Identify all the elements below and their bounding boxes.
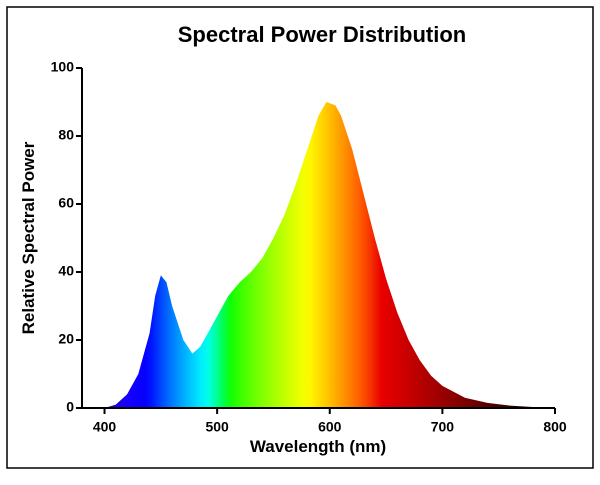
y-tick-label: 80 <box>58 127 74 143</box>
x-tick-label: 400 <box>93 419 117 435</box>
x-tick-label: 600 <box>318 419 342 435</box>
y-tick-label: 0 <box>66 399 74 415</box>
x-tick-label: 800 <box>543 419 567 435</box>
y-axis-label: Relative Spectral Power <box>19 141 38 334</box>
chart-title: Spectral Power Distribution <box>178 22 467 47</box>
x-tick-label: 500 <box>205 419 229 435</box>
y-tick-label: 60 <box>58 195 74 211</box>
x-axis-label: Wavelength (nm) <box>250 437 386 456</box>
y-tick-label: 40 <box>58 263 74 279</box>
y-tick-label: 20 <box>58 331 74 347</box>
x-tick-label: 700 <box>431 419 455 435</box>
spectrum-area <box>82 102 555 408</box>
y-tick-label: 100 <box>51 59 75 75</box>
frame <box>6 6 594 469</box>
